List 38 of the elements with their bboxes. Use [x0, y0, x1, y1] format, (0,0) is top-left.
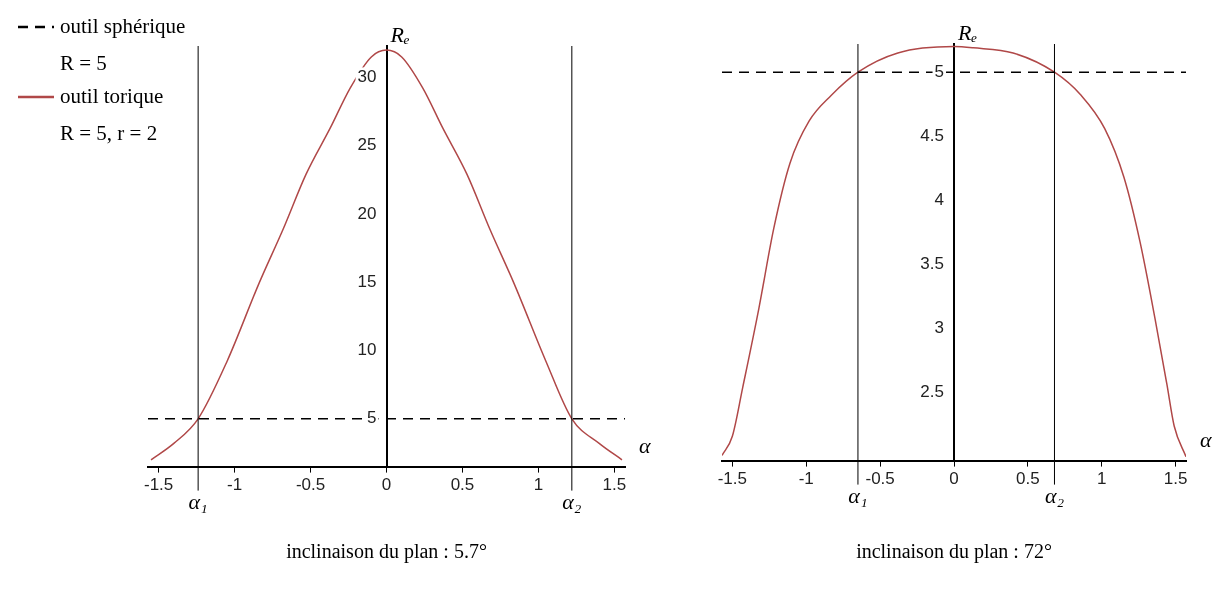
- y-tick-label: 2.5: [920, 382, 944, 402]
- x-tick-label: 0.5: [450, 475, 475, 495]
- x-tick-label: 0: [381, 475, 392, 495]
- x-tick-label: -1.5: [143, 475, 174, 495]
- text: inclinaison du plan : 72°: [856, 540, 1052, 563]
- x-tick-label: -0.5: [865, 469, 895, 489]
- x-tick-label: 0: [949, 469, 959, 489]
- ref-line-label: α₂: [562, 489, 582, 515]
- text: inclinaison du plan : 5.7°: [286, 540, 487, 563]
- y-tick-label: 20: [357, 203, 377, 223]
- x-tick-label: -1: [227, 475, 243, 495]
- x-tick-label: -1.5: [717, 469, 747, 489]
- y-axis-title: Rₑ: [957, 20, 978, 45]
- x-tick-label: -0.5: [295, 475, 326, 495]
- y-tick-label: 3.5: [920, 254, 944, 274]
- y-axis-title: Rₑ: [389, 22, 410, 47]
- x-axis-title: α: [1200, 426, 1212, 452]
- legend-label: outil torique R = 5, r = 2: [60, 83, 164, 147]
- y-tick-label: 25: [357, 135, 377, 155]
- x-tick-label: 1.5: [1163, 469, 1188, 489]
- x-tick-label: 1: [533, 475, 544, 495]
- x-axis-title: α: [639, 432, 651, 458]
- x-tick-label: 0.5: [1016, 469, 1040, 489]
- x-tick-label: 1: [1097, 469, 1107, 489]
- y-tick-label: 4: [934, 190, 944, 210]
- y-tick-label: 10: [357, 340, 377, 360]
- y-tick-label: 15: [357, 271, 377, 291]
- y-tick-label: 5: [367, 408, 377, 428]
- ref-line-label: α₁: [848, 483, 868, 509]
- y-tick-label: 3: [934, 318, 944, 338]
- line-series: [722, 45, 1186, 458]
- y-tick-label: 4.5: [920, 125, 944, 145]
- y-tick-label: 30: [357, 67, 377, 87]
- ref-line-label: α₂: [1044, 483, 1065, 509]
- y-tick-label: 5: [934, 61, 944, 81]
- ref-line-label: α₁: [188, 489, 208, 515]
- x-tick-label: -1: [798, 469, 814, 489]
- x-tick-label: 1.5: [602, 475, 627, 495]
